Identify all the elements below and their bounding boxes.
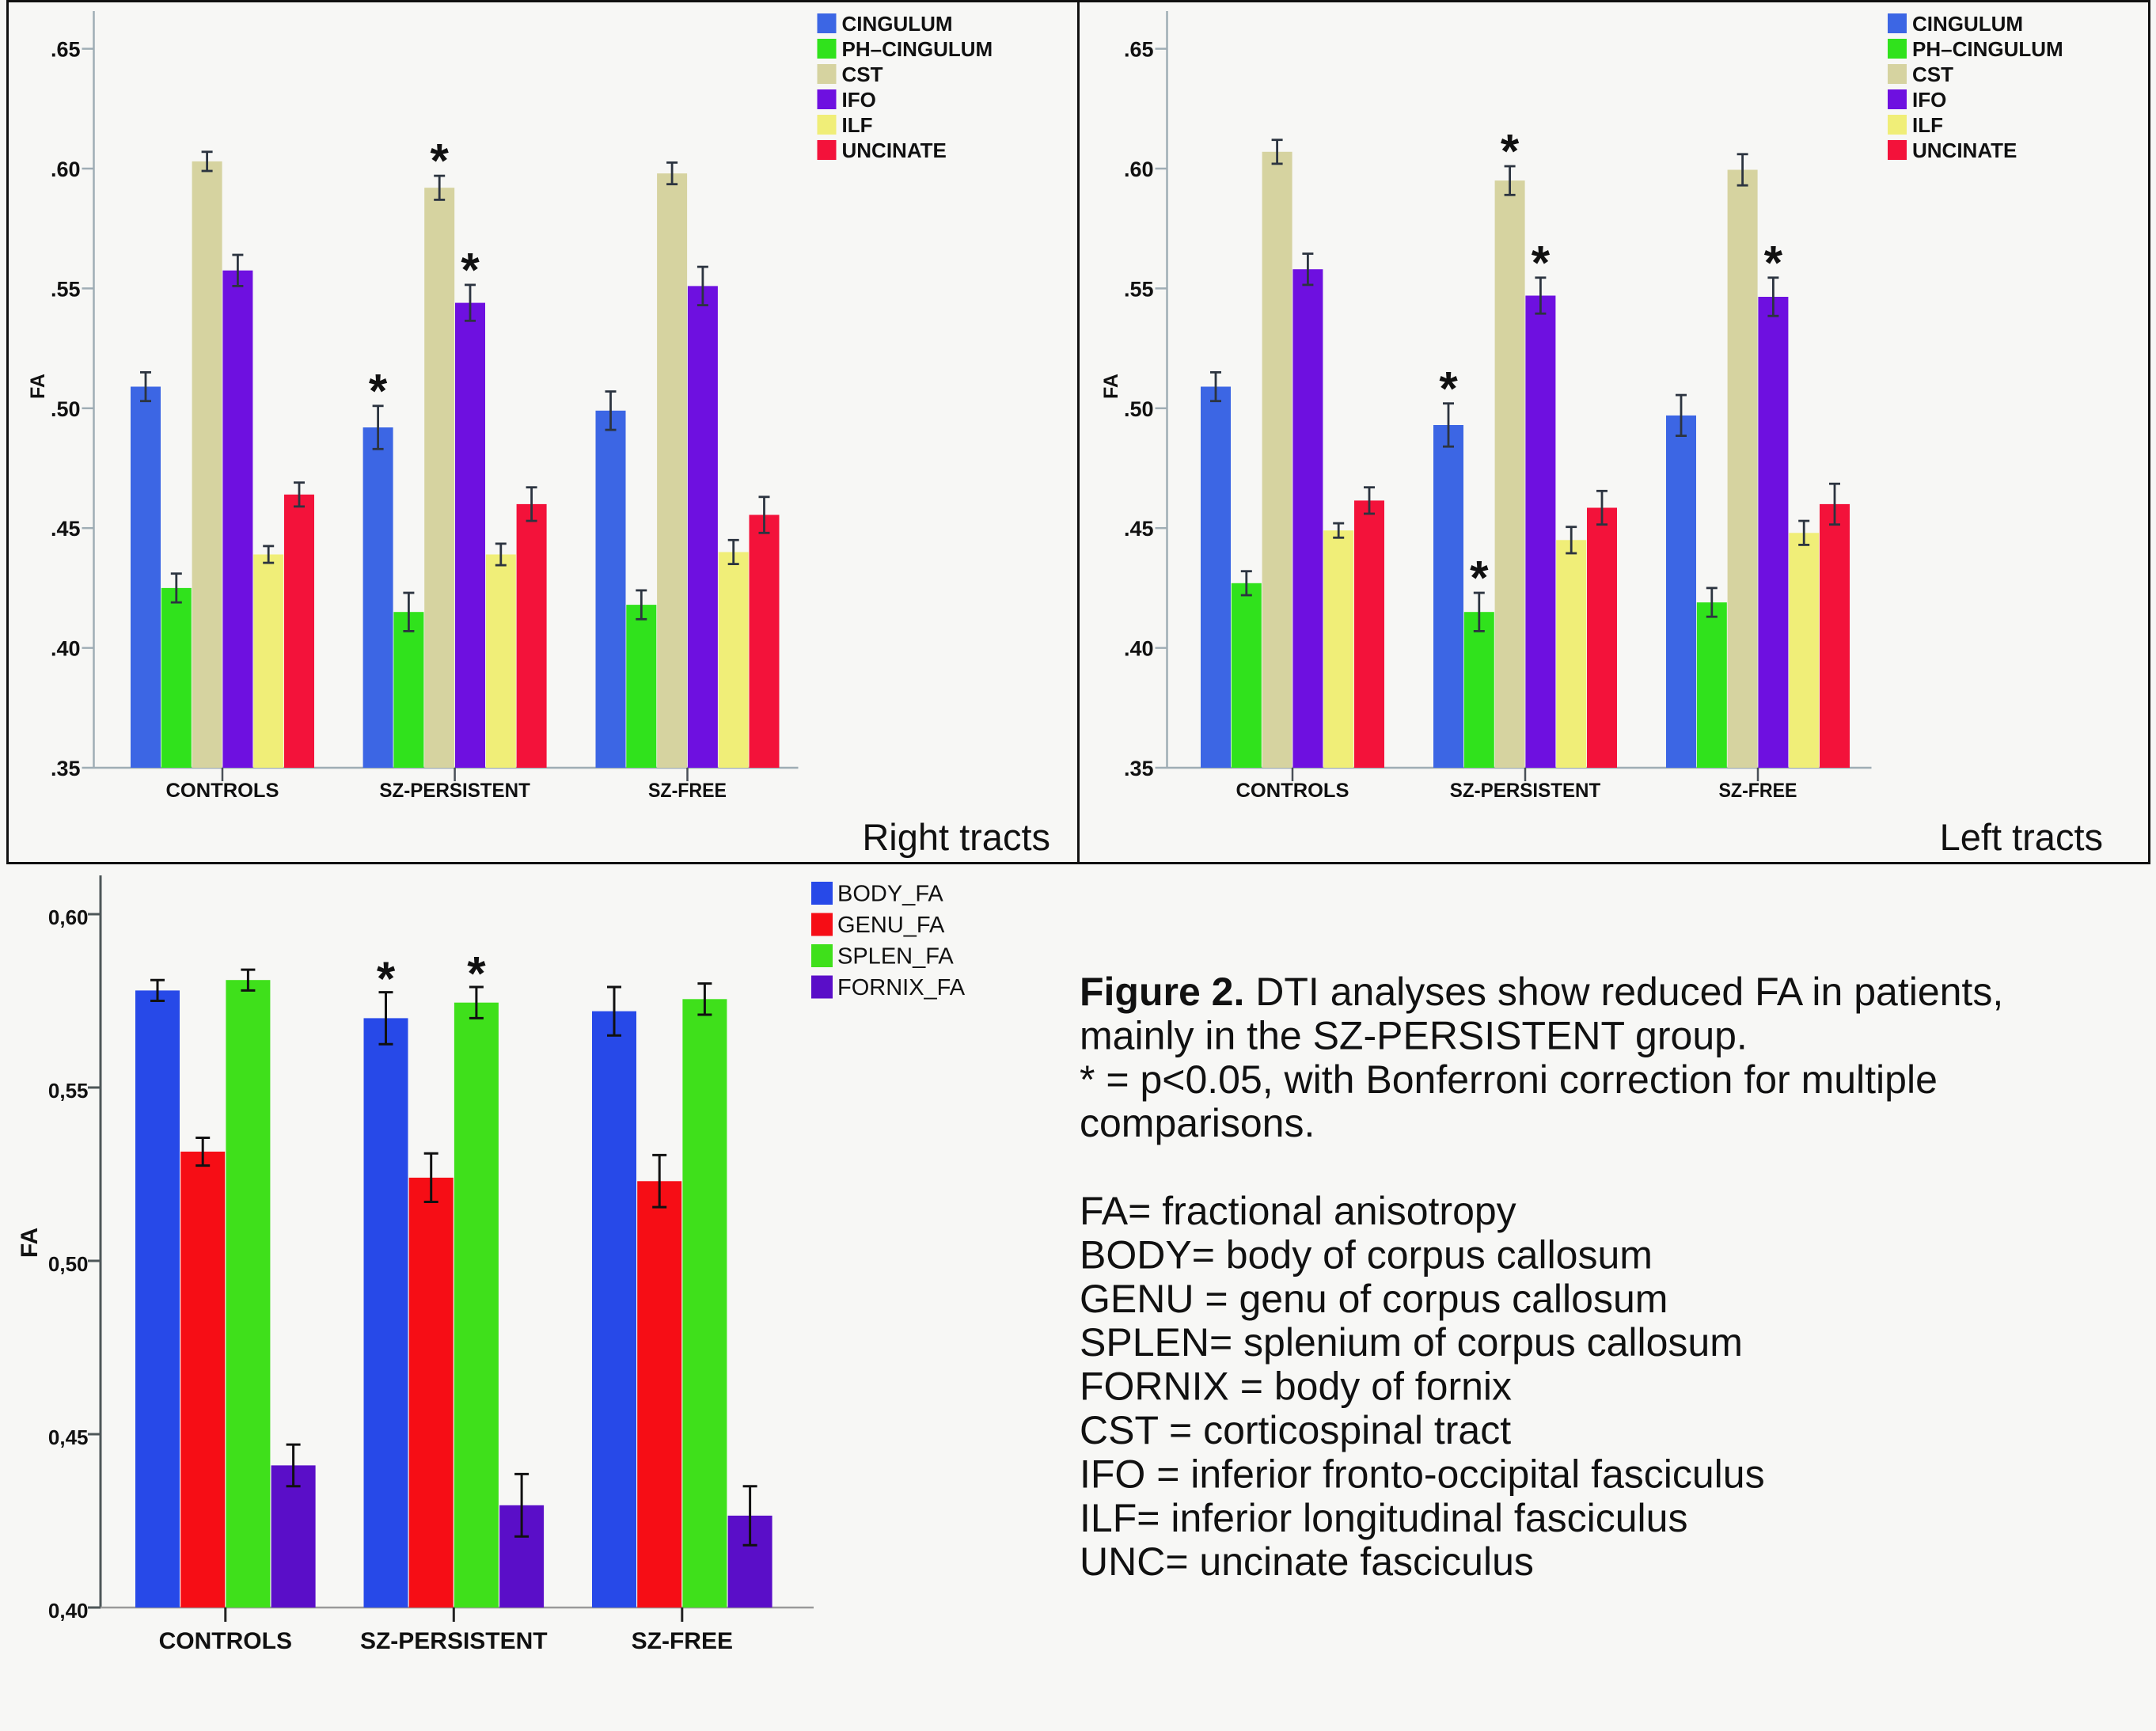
svg-text:.40: .40 bbox=[51, 637, 81, 661]
svg-text:.55: .55 bbox=[51, 277, 81, 301]
svg-text:IFO: IFO bbox=[842, 88, 876, 112]
svg-text:.60: .60 bbox=[51, 158, 81, 181]
svg-text:PH–CINGULUM: PH–CINGULUM bbox=[1912, 37, 2063, 61]
svg-text:Figure 2. DTI analyses show re: Figure 2. DTI analyses show reduced FA i… bbox=[1080, 970, 2003, 1014]
svg-text:CST: CST bbox=[1912, 63, 1953, 86]
svg-text:0,45: 0,45 bbox=[48, 1425, 89, 1449]
svg-text:.45: .45 bbox=[1124, 517, 1154, 541]
svg-text:0,40: 0,40 bbox=[48, 1599, 89, 1623]
svg-text:*: * bbox=[431, 135, 450, 188]
svg-text:.60: .60 bbox=[1124, 158, 1154, 181]
svg-text:*: * bbox=[1439, 362, 1458, 415]
svg-text:FA: FA bbox=[17, 1228, 43, 1258]
svg-text:mainly in the SZ-PERSISTENT gr: mainly in the SZ-PERSISTENT group. bbox=[1080, 1013, 1748, 1057]
svg-text:IFO: IFO bbox=[1912, 88, 1946, 112]
svg-text:CONTROLS: CONTROLS bbox=[166, 780, 279, 802]
svg-text:FORNIX = body of fornix: FORNIX = body of fornix bbox=[1080, 1365, 1512, 1409]
svg-text:UNCINATE: UNCINATE bbox=[842, 139, 947, 162]
svg-text:*: * bbox=[1764, 236, 1783, 289]
svg-text:*: * bbox=[461, 244, 480, 297]
svg-text:.65: .65 bbox=[51, 38, 81, 62]
svg-text:GENU = genu of corpus callosum: GENU = genu of corpus callosum bbox=[1080, 1277, 1668, 1321]
svg-text:.50: .50 bbox=[1124, 397, 1154, 421]
svg-text:FORNIX_FA: FORNIX_FA bbox=[837, 975, 966, 1000]
svg-text:FA: FA bbox=[1100, 374, 1122, 399]
svg-text:*: * bbox=[1501, 125, 1520, 178]
svg-text:.40: .40 bbox=[1124, 637, 1154, 661]
svg-text:SZ-FREE: SZ-FREE bbox=[632, 1628, 733, 1654]
svg-text:PH–CINGULUM: PH–CINGULUM bbox=[842, 37, 993, 61]
svg-text:.55: .55 bbox=[1124, 277, 1154, 301]
svg-text:CONTROLS: CONTROLS bbox=[1236, 780, 1349, 802]
svg-text:SZ-FREE: SZ-FREE bbox=[648, 780, 727, 802]
svg-text:FA: FA bbox=[27, 374, 49, 399]
svg-text:FA= fractional anisotropy: FA= fractional anisotropy bbox=[1080, 1189, 1516, 1233]
svg-text:.45: .45 bbox=[51, 517, 81, 541]
svg-text:UNCINATE: UNCINATE bbox=[1912, 139, 2017, 162]
svg-text:CONTROLS: CONTROLS bbox=[159, 1628, 292, 1654]
svg-text:comparisons.: comparisons. bbox=[1080, 1101, 1315, 1145]
svg-text:*: * bbox=[1532, 236, 1551, 289]
svg-text:.65: .65 bbox=[1124, 38, 1154, 62]
svg-text:SZ-PERSISTENT: SZ-PERSISTENT bbox=[379, 780, 530, 802]
svg-text:*: * bbox=[377, 952, 396, 1005]
svg-text:.35: .35 bbox=[51, 757, 81, 780]
svg-text:Right tracts: Right tracts bbox=[862, 816, 1050, 858]
svg-text:SZ-PERSISTENT: SZ-PERSISTENT bbox=[1450, 780, 1601, 802]
svg-text:CINGULUM: CINGULUM bbox=[1912, 12, 2023, 36]
svg-text:ILF: ILF bbox=[1912, 113, 1943, 137]
svg-text:.35: .35 bbox=[1124, 757, 1154, 780]
svg-text:SPLEN_FA: SPLEN_FA bbox=[837, 944, 954, 970]
svg-text:*: * bbox=[369, 364, 388, 417]
svg-text:BODY_FA: BODY_FA bbox=[837, 882, 943, 907]
svg-text:SZ-PERSISTENT: SZ-PERSISTENT bbox=[360, 1628, 548, 1654]
svg-text:SZ-FREE: SZ-FREE bbox=[1719, 780, 1797, 802]
svg-text:CST: CST bbox=[842, 63, 883, 86]
svg-text:.50: .50 bbox=[51, 397, 81, 421]
svg-text:IFO = inferior fronto-occipita: IFO = inferior fronto-occipital fascicul… bbox=[1080, 1452, 1765, 1496]
svg-text:*: * bbox=[1470, 552, 1489, 605]
svg-text:ILF= inferior longitudinal fas: ILF= inferior longitudinal fasciculus bbox=[1080, 1496, 1687, 1540]
svg-text:UNC= uncinate fasciculus: UNC= uncinate fasciculus bbox=[1080, 1539, 1534, 1584]
svg-text:ILF: ILF bbox=[842, 113, 873, 137]
svg-text:CST = corticospinal tract: CST = corticospinal tract bbox=[1080, 1408, 1511, 1452]
svg-text:0,60: 0,60 bbox=[48, 905, 89, 929]
svg-text:*: * bbox=[467, 947, 486, 1000]
svg-text:0,55: 0,55 bbox=[48, 1079, 89, 1103]
svg-text:CINGULUM: CINGULUM bbox=[842, 12, 953, 36]
svg-text:0,50: 0,50 bbox=[48, 1252, 89, 1276]
svg-text:SPLEN= splenium of corpus call: SPLEN= splenium of corpus callosum bbox=[1080, 1320, 1743, 1365]
svg-text:* = p<0.05, with Bonferroni co: * = p<0.05, with Bonferroni correction f… bbox=[1080, 1057, 1938, 1102]
svg-text:BODY= body of corpus callosum: BODY= body of corpus callosum bbox=[1080, 1232, 1653, 1277]
svg-text:Left tracts: Left tracts bbox=[1940, 816, 2103, 858]
svg-text:GENU_FA: GENU_FA bbox=[837, 913, 945, 938]
